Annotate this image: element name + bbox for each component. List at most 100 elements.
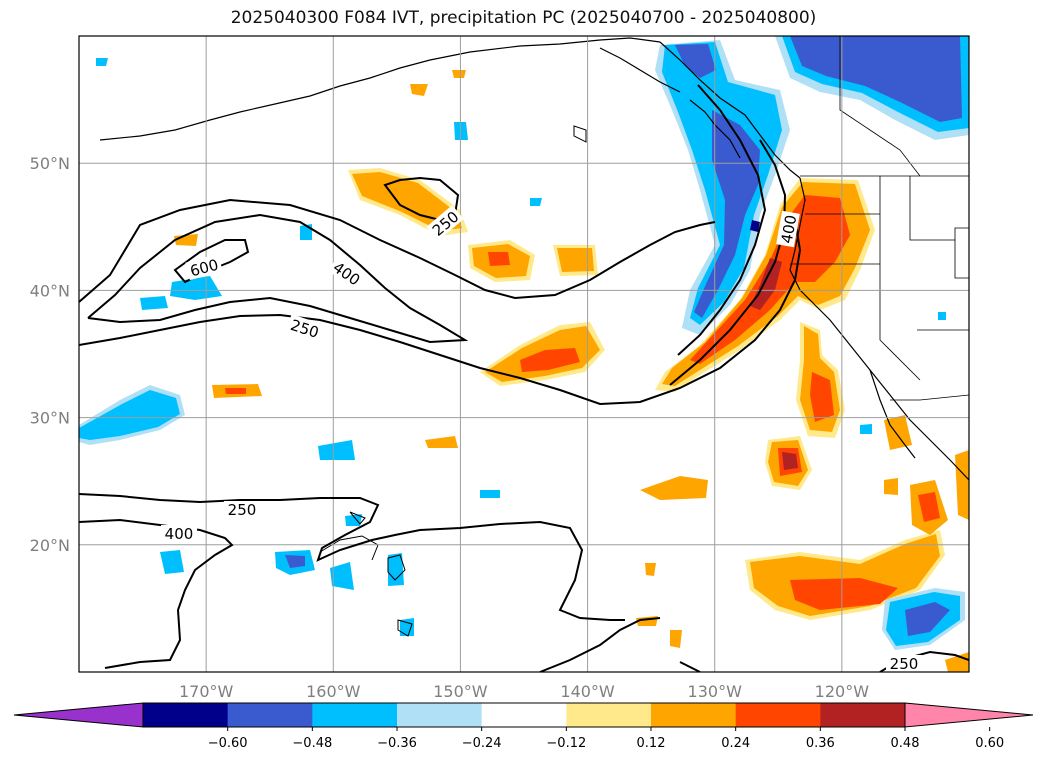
positive-anomaly-blob-tropical-red xyxy=(790,578,898,610)
ivt-contour-400-north xyxy=(87,213,469,344)
border-nv-az xyxy=(879,264,921,381)
island-small-2 xyxy=(397,619,413,637)
colorbar-swatch xyxy=(651,703,737,727)
contour-label-250-c: 250 xyxy=(228,501,257,519)
colorbar-swatch xyxy=(143,703,229,727)
positive-anomaly-blob-south-dark xyxy=(782,452,798,470)
negative-anomaly-band-pnw-top xyxy=(675,44,716,78)
colorbar: −0.60 −0.48 −0.36 −0.24 −0.12 0.12 0.24 0.36 0.4… xyxy=(13,702,1034,751)
contour-label-bg xyxy=(776,210,800,248)
colorbar-tick-label: 0.60 xyxy=(975,736,1004,751)
contour-label-400-b: 400 xyxy=(778,214,801,245)
negative-anomaly-spot-i xyxy=(530,198,542,206)
map-frame xyxy=(78,35,970,673)
positive-anomaly-california-dark xyxy=(750,258,782,310)
contour-label-400-c: 400 xyxy=(165,525,194,543)
colorbar-swatch xyxy=(481,703,567,727)
lat-tick-label: 30°N xyxy=(30,409,70,428)
colorbar-extend-low xyxy=(13,702,144,728)
positive-anomaly-spot-9 xyxy=(670,630,682,648)
ivt-contour-250-main xyxy=(79,219,802,406)
lat-tick-label: 40°N xyxy=(30,281,70,300)
island-hawaii-2 xyxy=(387,554,406,581)
contour-label-bg xyxy=(185,253,223,281)
colorbar-tick-label: 0.12 xyxy=(637,736,666,751)
negative-anomaly-blob-west-mid xyxy=(79,390,180,440)
negative-anomaly-blob-160w xyxy=(160,550,184,574)
negative-anomaly-blob-pacific-2 xyxy=(170,276,222,300)
positive-anomaly-blob-hawaii-east xyxy=(640,476,708,500)
negative-anomaly-spot-g xyxy=(938,312,946,320)
state-borders xyxy=(790,36,969,401)
lon-tick-label: 130°W xyxy=(688,682,743,701)
colorbar-swatch xyxy=(566,703,652,727)
negative-anomaly-spot-f xyxy=(860,424,872,434)
colorbar-tick-label: 0.36 xyxy=(806,736,835,751)
positive-anomaly-blob-baja-red xyxy=(810,372,834,422)
positive-anomaly-blob-mid-red xyxy=(488,252,510,266)
colorbar-tick-label: 0.24 xyxy=(721,736,750,751)
colorbar-swatch xyxy=(820,703,906,727)
colorbar-swatch xyxy=(397,703,483,727)
positive-anomaly-spot-5 xyxy=(884,478,898,495)
island-small-1 xyxy=(573,125,587,143)
colorbar-tick-label: 0.48 xyxy=(891,736,920,751)
lon-tick-label: 170°W xyxy=(179,682,234,701)
coastline-baja xyxy=(869,369,916,459)
coastline-alaska-panhandle xyxy=(659,41,801,179)
colorbar-swatch xyxy=(227,703,313,727)
contour-label-250-d: 250 xyxy=(890,655,919,673)
negative-anomaly-spot-d xyxy=(400,618,414,636)
border-east xyxy=(954,227,969,279)
negative-anomaly-blob-east-pacific-core xyxy=(905,602,950,636)
ivt-contour-250-southeast xyxy=(539,617,661,672)
contour-label-bg xyxy=(224,501,260,519)
latitude-labels: 50°N 40°N 30°N 20°N xyxy=(30,154,70,555)
ivt-contour-ar-outer xyxy=(677,84,767,356)
lon-tick-label: 160°W xyxy=(306,682,361,701)
negative-anomaly-blob-islands-2 xyxy=(388,553,404,586)
gridlines xyxy=(79,36,969,672)
positive-anomaly-spot-8 xyxy=(645,563,656,576)
negative-anomaly-band-pnw-core xyxy=(694,110,760,318)
map-title: 2025040300 F084 IVT, precipitation PC (2… xyxy=(230,8,817,28)
contour-label-bg xyxy=(426,205,464,241)
coastline-alaska xyxy=(99,37,661,141)
colorbar-swatch xyxy=(735,703,821,727)
ivt-contour-ar-400 xyxy=(669,139,787,386)
positive-anomaly-blob-central-red xyxy=(520,348,580,372)
negative-anomaly-blob-hawaii-core xyxy=(285,555,305,568)
border-canada-prov xyxy=(839,36,921,177)
positive-anomaly-blob-north-orange xyxy=(352,172,462,231)
ivt-contour-250-north xyxy=(79,198,716,303)
positive-anomaly-blob-east-orange xyxy=(557,248,594,272)
positive-anomaly-spot-12 xyxy=(410,84,428,96)
positive-anomaly-blob-mexico-red xyxy=(918,492,940,522)
positive-anomaly-spot-6 xyxy=(884,415,912,450)
negative-anomaly-blob-islands xyxy=(330,562,354,590)
negative-anomaly-spot-c xyxy=(480,490,500,498)
contour-label-bg xyxy=(161,525,197,543)
border-us-mexico xyxy=(890,394,969,401)
colorbar-swatch xyxy=(312,703,398,727)
positive-anomaly-spot-11 xyxy=(452,70,466,78)
negative-anomaly-blob-hawaii-north xyxy=(318,440,355,460)
negative-anomaly-ne-core xyxy=(790,36,962,122)
colorbar-tick-label: −0.24 xyxy=(462,736,502,751)
colorbar-tick-label: −0.36 xyxy=(377,736,417,751)
ivt-contour-250-upper xyxy=(383,176,460,222)
coastline-west-us xyxy=(789,177,969,481)
longitude-labels: 170°W 160°W 150°W 140°W 130°W 120°W xyxy=(179,682,869,701)
map-content: 250 400 600 250 400 250 400 250 xyxy=(79,36,969,673)
lon-tick-label: 120°W xyxy=(815,682,870,701)
negative-anomaly-spot-h xyxy=(96,58,108,66)
coastline-alaska-islands xyxy=(599,47,681,93)
island-hawaii-3 xyxy=(349,511,366,525)
positive-anomaly-spot-1-red xyxy=(225,388,246,394)
colorbar-extend-high xyxy=(904,702,1034,728)
border-id-mt xyxy=(909,176,955,241)
lon-tick-label: 150°W xyxy=(433,682,488,701)
negative-anomaly-spot-a xyxy=(454,122,468,140)
lat-tick-label: 50°N xyxy=(30,154,70,173)
